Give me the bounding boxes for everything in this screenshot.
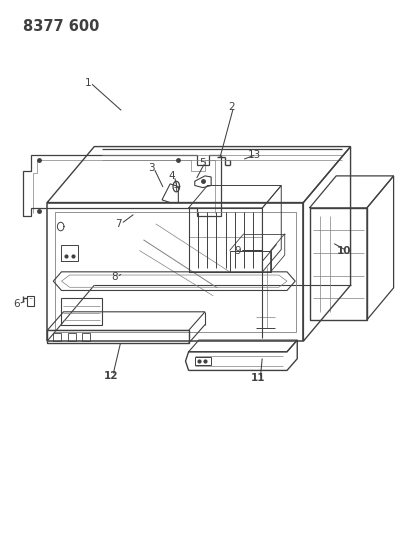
Text: 3: 3 — [148, 163, 155, 173]
Text: 8377 600: 8377 600 — [22, 19, 99, 34]
Text: 6: 6 — [13, 299, 20, 309]
Text: 2: 2 — [228, 102, 234, 111]
Text: 8: 8 — [111, 272, 118, 282]
Text: 9: 9 — [234, 246, 240, 255]
Text: 7: 7 — [115, 219, 122, 229]
Text: 10: 10 — [336, 246, 351, 255]
Text: 4: 4 — [169, 171, 175, 181]
Text: 5: 5 — [199, 158, 206, 167]
Text: 13: 13 — [247, 150, 260, 159]
Text: 11: 11 — [250, 374, 265, 383]
Text: 12: 12 — [103, 371, 118, 381]
Text: 1: 1 — [85, 78, 91, 87]
